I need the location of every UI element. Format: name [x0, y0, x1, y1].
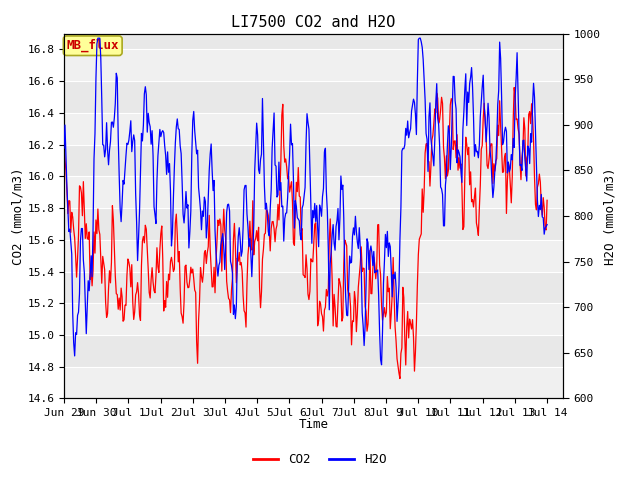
Bar	[64, 49, 563, 81]
Bar	[64, 367, 563, 398]
Bar	[64, 303, 563, 335]
Y-axis label: CO2 (mmol/m3): CO2 (mmol/m3)	[12, 167, 24, 265]
Y-axis label: H2O (mmol/m3): H2O (mmol/m3)	[604, 167, 616, 265]
Title: LI7500 CO2 and H2O: LI7500 CO2 and H2O	[232, 15, 396, 30]
X-axis label: Time: Time	[299, 418, 328, 431]
Text: MB_flux: MB_flux	[67, 39, 119, 52]
Bar	[64, 176, 563, 208]
Bar	[64, 113, 563, 144]
Bar	[64, 240, 563, 272]
Legend: CO2, H2O: CO2, H2O	[248, 448, 392, 471]
